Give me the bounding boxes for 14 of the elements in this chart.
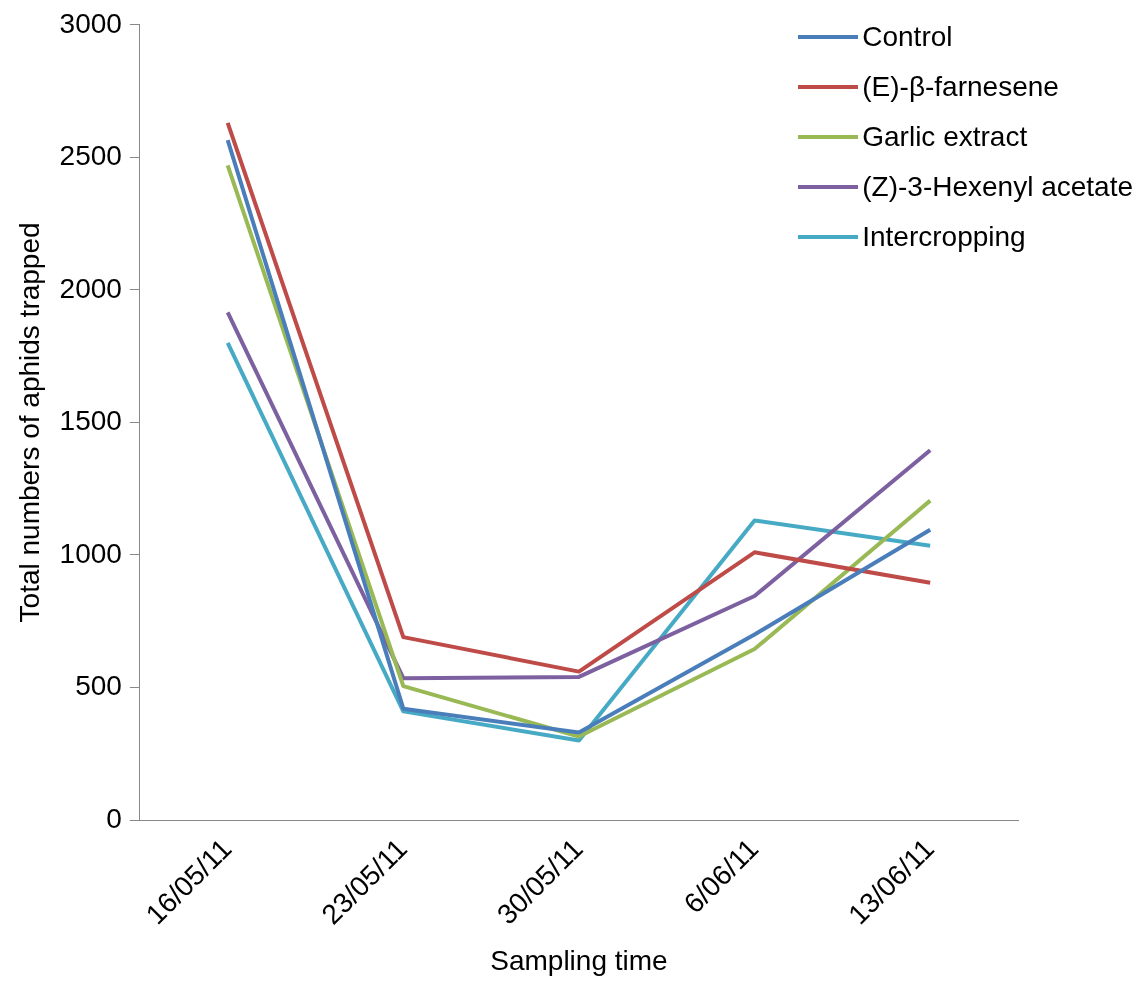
y-tick-label: 2500 — [59, 140, 122, 172]
y-tick-label: 1500 — [59, 405, 122, 437]
legend-label: (E)-β-farnesene — [862, 71, 1059, 103]
legend-label: Garlic extract — [862, 121, 1028, 153]
y-tick-label: 500 — [75, 670, 122, 702]
y-axis-title: Total numbers of aphids trapped — [13, 222, 45, 623]
y-tick-label: 0 — [106, 802, 122, 834]
legend-label: Intercropping — [862, 221, 1026, 253]
x-axis-title: Sampling time — [490, 944, 668, 976]
y-tick-label: 3000 — [59, 7, 122, 39]
legend-label: (Z)-3-Hexenyl acetate — [862, 171, 1133, 203]
y-tick-label: 1000 — [59, 537, 122, 569]
legend-label: Control — [862, 21, 953, 53]
y-tick-label: 2000 — [59, 272, 122, 304]
